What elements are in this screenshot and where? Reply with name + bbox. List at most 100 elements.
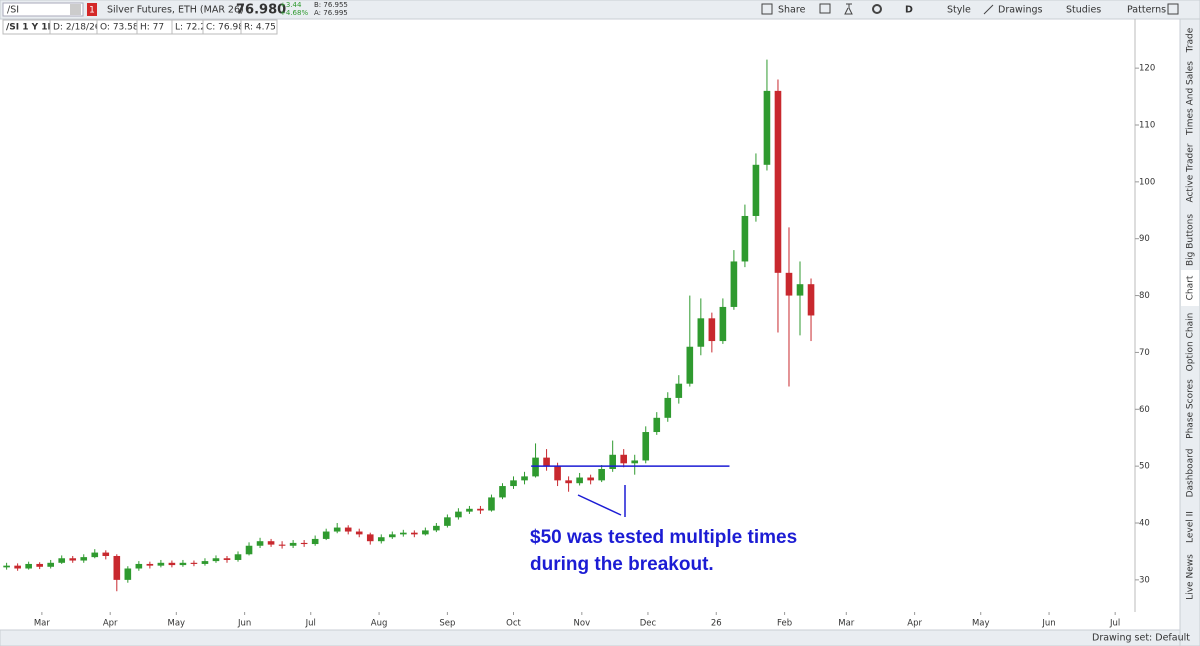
candle-body: [609, 454, 616, 469]
candle-body: [146, 563, 154, 566]
side-tab[interactable]: Big Buttons: [1186, 214, 1196, 266]
candle-body: [36, 563, 43, 567]
settings-icon[interactable]: [872, 4, 882, 14]
candle-body: [223, 558, 231, 560]
candle-body: [344, 527, 352, 532]
symbol[interactable]: /SI: [7, 5, 19, 16]
active-tab: [1181, 270, 1199, 306]
candle-body: [521, 476, 528, 481]
candle-body: [80, 557, 88, 561]
candle-body: [466, 508, 473, 512]
candle-body: [113, 555, 121, 580]
candle-body: [289, 542, 297, 546]
candle-body: [256, 541, 264, 546]
candle-body: [796, 284, 804, 296]
dropdown-button[interactable]: [70, 4, 81, 15]
candle-body: [499, 486, 506, 498]
description: Silver Futures, ETH (MAR 26): [107, 5, 244, 16]
side-tab[interactable]: Active Trader: [1186, 143, 1196, 202]
candle-body: [69, 558, 77, 561]
drawing-set[interactable]: Drawing set: Default: [1092, 633, 1190, 644]
flask-icon[interactable]: [844, 3, 853, 15]
candle-body: [322, 531, 330, 539]
candle-body: [730, 261, 738, 307]
info-text: /SI 1 Y 1D: [6, 23, 55, 33]
y-tick-label: 60: [1139, 405, 1150, 415]
candle-body: [212, 558, 220, 562]
candle-body: [3, 565, 10, 568]
candle-body: [311, 538, 319, 545]
side-tab[interactable]: Chart: [1186, 275, 1196, 300]
info-text: R: 4.75: [244, 23, 276, 33]
change: +3.44: [280, 1, 302, 9]
side-tabs: Trade Times And Sales Active Trader Big But…: [1181, 27, 1199, 600]
candle-body: [300, 542, 308, 545]
candle-body: [25, 563, 32, 569]
candle-body: [400, 532, 407, 535]
candle-body: [355, 531, 363, 535]
candle-body: [422, 530, 429, 535]
x-tick-label: Mar: [34, 619, 51, 629]
candle-body: [14, 565, 21, 569]
annotation-arrow: [577, 494, 622, 516]
candle-body: [234, 554, 242, 560]
scrollbar[interactable]: [0, 629, 1181, 646]
symbol-box[interactable]: [2, 2, 84, 17]
candle-body: [510, 480, 517, 487]
side-tab[interactable]: Option Chain: [1186, 313, 1196, 372]
y-tick-label: 70: [1139, 348, 1150, 358]
candle-body: [135, 563, 143, 569]
style-button[interactable]: Style: [947, 5, 971, 16]
candle-body: [377, 537, 385, 542]
info-text: D: 2/18/26: [53, 23, 101, 33]
candle-body: [278, 544, 286, 546]
annotation-text: $50 was tested multiple times: [530, 527, 797, 548]
alert-badge[interactable]: [87, 3, 97, 16]
candle-body: [168, 562, 176, 566]
x-tick-label: Apr: [103, 619, 118, 629]
y-tick-label: 40: [1139, 519, 1150, 529]
patterns-button[interactable]: Patterns: [1127, 5, 1166, 16]
side-tab[interactable]: Phase Scores: [1186, 379, 1196, 439]
info-text: O: 73.58: [100, 23, 139, 33]
side-tab[interactable]: Level II: [1186, 511, 1196, 543]
candle-body: [719, 306, 727, 342]
candle-body: [642, 432, 650, 461]
share-icon[interactable]: [761, 3, 773, 15]
alert-count: 1: [89, 6, 95, 16]
candle-body: [411, 532, 418, 535]
period-button[interactable]: D: [905, 5, 913, 16]
candle-body: [333, 527, 341, 532]
studies-button[interactable]: Studies: [1066, 5, 1101, 16]
info-text: L: 72.25: [175, 23, 212, 33]
x-tick-label: Jun: [237, 619, 251, 629]
drawings-icon[interactable]: [983, 4, 994, 15]
drawings-button[interactable]: Drawings: [998, 5, 1043, 16]
candle-body: [675, 383, 683, 398]
side-tab[interactable]: Live News: [1186, 554, 1196, 600]
side-tab[interactable]: Dashboard: [1186, 449, 1196, 498]
info-text: C: 76.98: [206, 23, 244, 33]
x-tick-label: Aug: [371, 619, 388, 629]
change-pct: +4.68%: [280, 9, 308, 17]
x-tick-label: May: [168, 619, 186, 629]
candle-body: [554, 466, 561, 481]
candle-body: [752, 164, 760, 216]
side-tab[interactable]: Times And Sales: [1186, 61, 1196, 136]
candle-body: [455, 511, 462, 518]
y-tick-label: 30: [1139, 575, 1150, 585]
candle-body: [477, 508, 484, 511]
icon-button[interactable]: [819, 3, 831, 14]
menu-icon[interactable]: [1167, 3, 1179, 15]
share-button[interactable]: Share: [778, 5, 806, 16]
x-tick-label: Apr: [907, 619, 922, 629]
plot: 30 40 50 60 70 80 90 100 110 120 Mar Apr May Jun Jul Au…: [3, 59, 1155, 629]
candle-body: [598, 468, 605, 481]
candle-body: [245, 545, 253, 555]
x-tick-label: Nov: [574, 619, 591, 629]
x-tick-label: Feb: [777, 619, 792, 629]
side-tab[interactable]: Trade: [1186, 27, 1196, 53]
candle-body: [388, 534, 396, 538]
